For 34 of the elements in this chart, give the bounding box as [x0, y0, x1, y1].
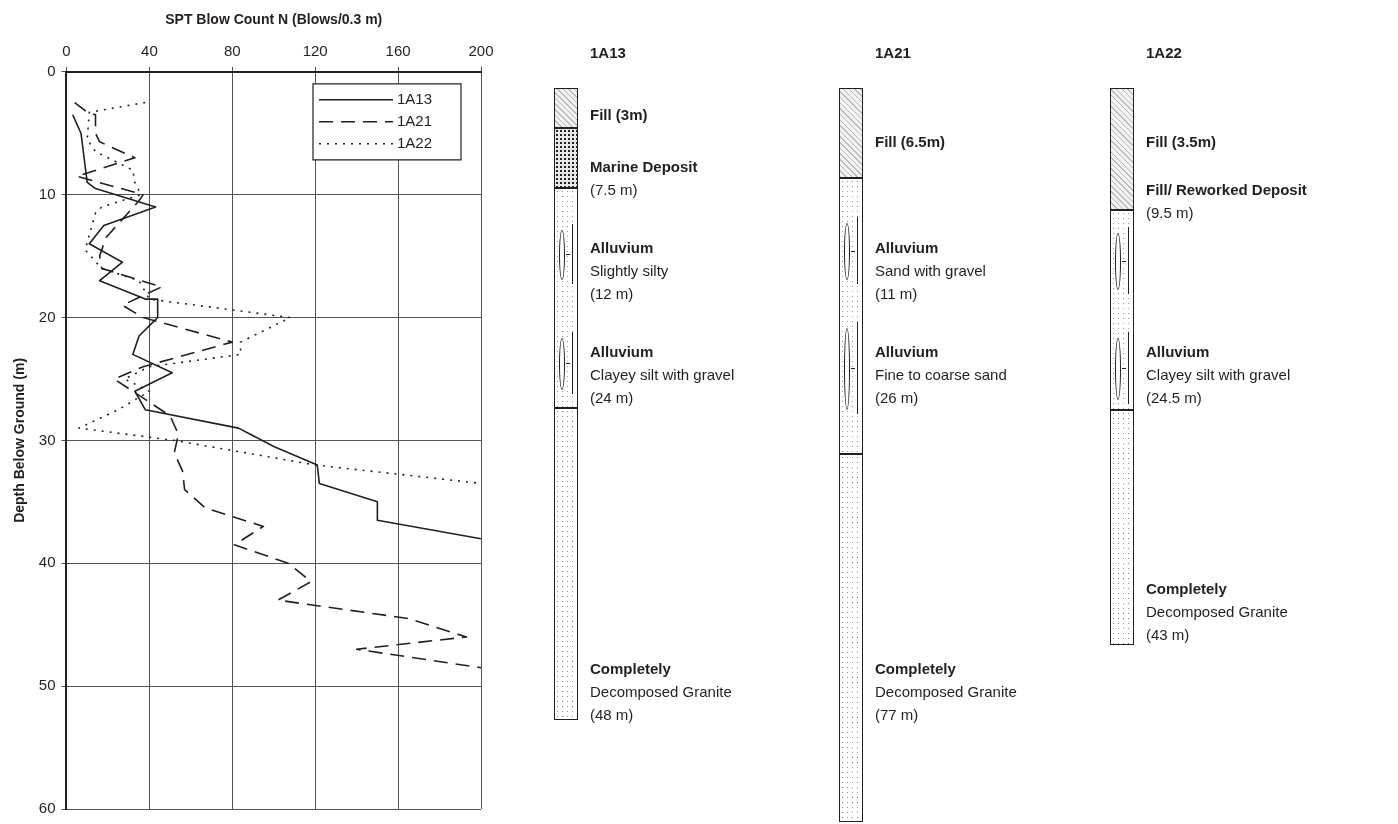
- text: Fill (3m): [590, 105, 648, 125]
- y-axis-title: Depth Below Ground (m): [11, 357, 28, 523]
- text: 1A22: [1146, 44, 1182, 61]
- y-tick-label: 60: [38, 799, 56, 817]
- text: Alluvium Clayey silt with gravel (24 m): [590, 342, 735, 408]
- y-tick-label: 50: [38, 676, 56, 694]
- text: Marine Deposit (7.5 m): [590, 157, 698, 200]
- x-tick-label: 160: [385, 41, 411, 59]
- y-tick-label: 20: [38, 307, 56, 325]
- legend-label: 1A22: [397, 133, 433, 151]
- text: Alluvium Slightly silty (12 m): [590, 238, 669, 304]
- text: Alluvium Sand with gravel (11 m): [875, 238, 986, 304]
- x-tick-label: 120: [302, 41, 328, 59]
- text: Fill (3.5m): [1146, 132, 1217, 152]
- text: Completely Decomposed Granite (77 m): [875, 659, 1017, 725]
- x-tick-label: 80: [223, 41, 241, 59]
- y-tick-label: 40: [38, 553, 56, 571]
- x-tick-label: 200: [468, 41, 494, 59]
- text: 1A13: [590, 44, 626, 61]
- text: 1A21: [875, 44, 911, 61]
- y-tick-label: 0: [47, 61, 56, 79]
- text: Completely Decomposed Granite (48 m): [590, 659, 732, 725]
- text: Alluvium Fine to coarse sand (26 m): [875, 342, 1007, 408]
- x-axis-title: SPT Blow Count N (Blows/0.3 m): [165, 11, 383, 28]
- x-tick-label: 40: [141, 41, 158, 59]
- y-tick-label: 30: [38, 430, 56, 448]
- legend-label: 1A13: [397, 89, 433, 107]
- text: Fill/ Reworked Deposit (9.5 m): [1146, 180, 1307, 223]
- x-tick-label: 0: [62, 41, 71, 59]
- y-tick-label: 10: [38, 184, 56, 202]
- text: Completely Decomposed Granite (43 m): [1146, 579, 1288, 645]
- text: Alluvium Clayey silt with gravel (24.5 m): [1146, 342, 1291, 408]
- text: Fill (6.5m): [875, 132, 946, 152]
- legend-label: 1A21: [397, 111, 433, 129]
